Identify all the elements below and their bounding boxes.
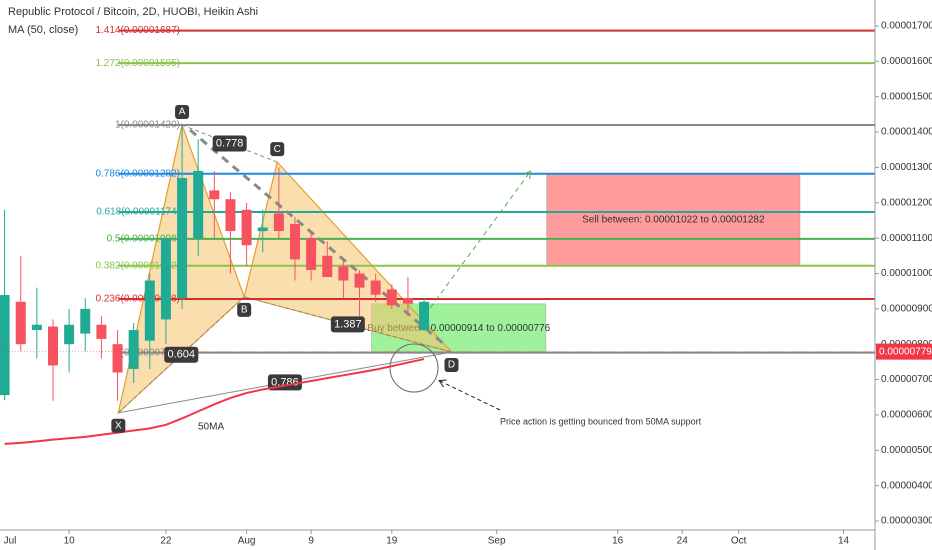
candle-body — [128, 330, 139, 369]
indicator-label: MA (50, close) — [8, 24, 78, 36]
y-tick-label: 0.00001700 — [881, 21, 932, 32]
candle-body — [257, 227, 268, 232]
x-tick-label: 9 — [308, 536, 314, 547]
point-label: C — [274, 144, 281, 155]
zone-text: Sell between: 0.00001022 to 0.00001282 — [582, 214, 765, 225]
candle-body — [144, 280, 155, 341]
zone-text: Buy between: 0.00000914 to 0.00000776 — [367, 323, 550, 334]
fib-label: 0.786(0.00001282) — [95, 168, 180, 179]
fib-label: 0.236(0.00000928) — [95, 294, 180, 305]
bounce-circle — [389, 343, 439, 393]
point-box — [444, 357, 459, 372]
candle-body — [31, 324, 42, 331]
point-label: D — [448, 360, 455, 371]
candle-body — [402, 298, 413, 304]
candle-body — [225, 199, 236, 232]
candle-body — [386, 289, 397, 306]
y-tick-label: 0.00000500 — [881, 445, 932, 456]
x-tick-label: Aug — [238, 536, 256, 547]
candle-body — [47, 326, 58, 366]
y-tick-label: 0.00000700 — [881, 374, 932, 385]
fib-label: 0(0.00000776) — [115, 347, 180, 358]
point-box — [270, 142, 285, 157]
point-box — [111, 418, 126, 433]
candle-body — [290, 223, 301, 260]
last-price-label: 0.00000779 — [879, 346, 932, 357]
y-tick-label: 0.00001000 — [881, 268, 932, 279]
target-arrow — [424, 172, 530, 316]
ratio-label: 1.387 — [334, 318, 362, 330]
point-label: X — [115, 420, 122, 431]
y-tick-label: 0.00000600 — [881, 410, 932, 421]
fib-label: 0.618(0.00001174) — [96, 207, 180, 218]
y-tick-label: 0.00001100 — [881, 233, 932, 244]
ma-line — [4, 358, 425, 445]
y-tick-label: 0.00001400 — [881, 127, 932, 138]
x-tick-label: 24 — [677, 536, 689, 547]
fib-label: 1(0.00001420) — [115, 120, 180, 131]
y-tick-label: 0.00000300 — [881, 516, 932, 527]
chart-title: Republic Protocol / Bitcoin, 2D, HUOBI, … — [8, 6, 258, 18]
ratio-label: 0.604 — [167, 349, 195, 361]
candle-body — [0, 295, 10, 396]
x-tick-label: 10 — [64, 536, 76, 547]
fib-label: 0.5(0.00001098) — [107, 233, 180, 244]
note-arrow — [440, 381, 501, 411]
x-tick-label: 22 — [160, 536, 172, 547]
candle-body — [193, 170, 204, 239]
point-label: A — [179, 107, 186, 118]
y-tick-label: 0.00001200 — [881, 197, 932, 208]
y-tick-label: 0.00001500 — [881, 91, 932, 102]
ma-label: 50MA — [198, 422, 224, 433]
candle-body — [15, 301, 26, 345]
candle-body — [80, 308, 91, 334]
candle-body — [370, 280, 381, 295]
point-box — [237, 302, 252, 317]
y-tick-label: 0.00001600 — [881, 56, 932, 67]
x-tick-label: Jul — [4, 536, 17, 547]
annotation: Price action is getting bounced from 50M… — [500, 416, 702, 426]
fib-label: 1.272(0.00001595) — [95, 58, 180, 69]
candle-body — [354, 273, 365, 288]
candle-body — [419, 301, 430, 331]
x-tick-label: 19 — [386, 536, 398, 547]
x-tick-label: 16 — [612, 536, 624, 547]
candle-body — [64, 324, 75, 345]
candle-body — [322, 255, 333, 278]
fib-label: 1.414(0.00001687) — [95, 25, 180, 36]
candle-body — [241, 209, 252, 246]
point-box — [175, 104, 190, 119]
y-tick-label: 0.00000900 — [881, 303, 932, 314]
ratio-box — [212, 135, 247, 152]
x-tick-label: Sep — [488, 536, 506, 547]
ratio-label: 0.778 — [216, 137, 244, 149]
candle-body — [177, 178, 188, 299]
candle-body — [96, 324, 107, 339]
point-label: B — [241, 304, 248, 315]
y-tick-label: 0.00001300 — [881, 162, 932, 173]
x-tick-label: 14 — [838, 536, 850, 547]
candle-body — [306, 238, 317, 270]
last-price-box — [876, 343, 932, 360]
ratio-box — [330, 316, 365, 333]
candle-body — [112, 344, 123, 373]
candle-body — [273, 213, 284, 232]
y-tick-label: 0.00000400 — [881, 480, 932, 491]
zone — [546, 173, 801, 266]
candle-body — [209, 190, 220, 200]
ratio-box — [164, 346, 199, 363]
x-tick-label: Oct — [731, 536, 747, 547]
fib-label: 0.382(0.00001022) — [95, 260, 180, 271]
candle-body — [160, 238, 171, 320]
candle-body — [338, 266, 349, 281]
